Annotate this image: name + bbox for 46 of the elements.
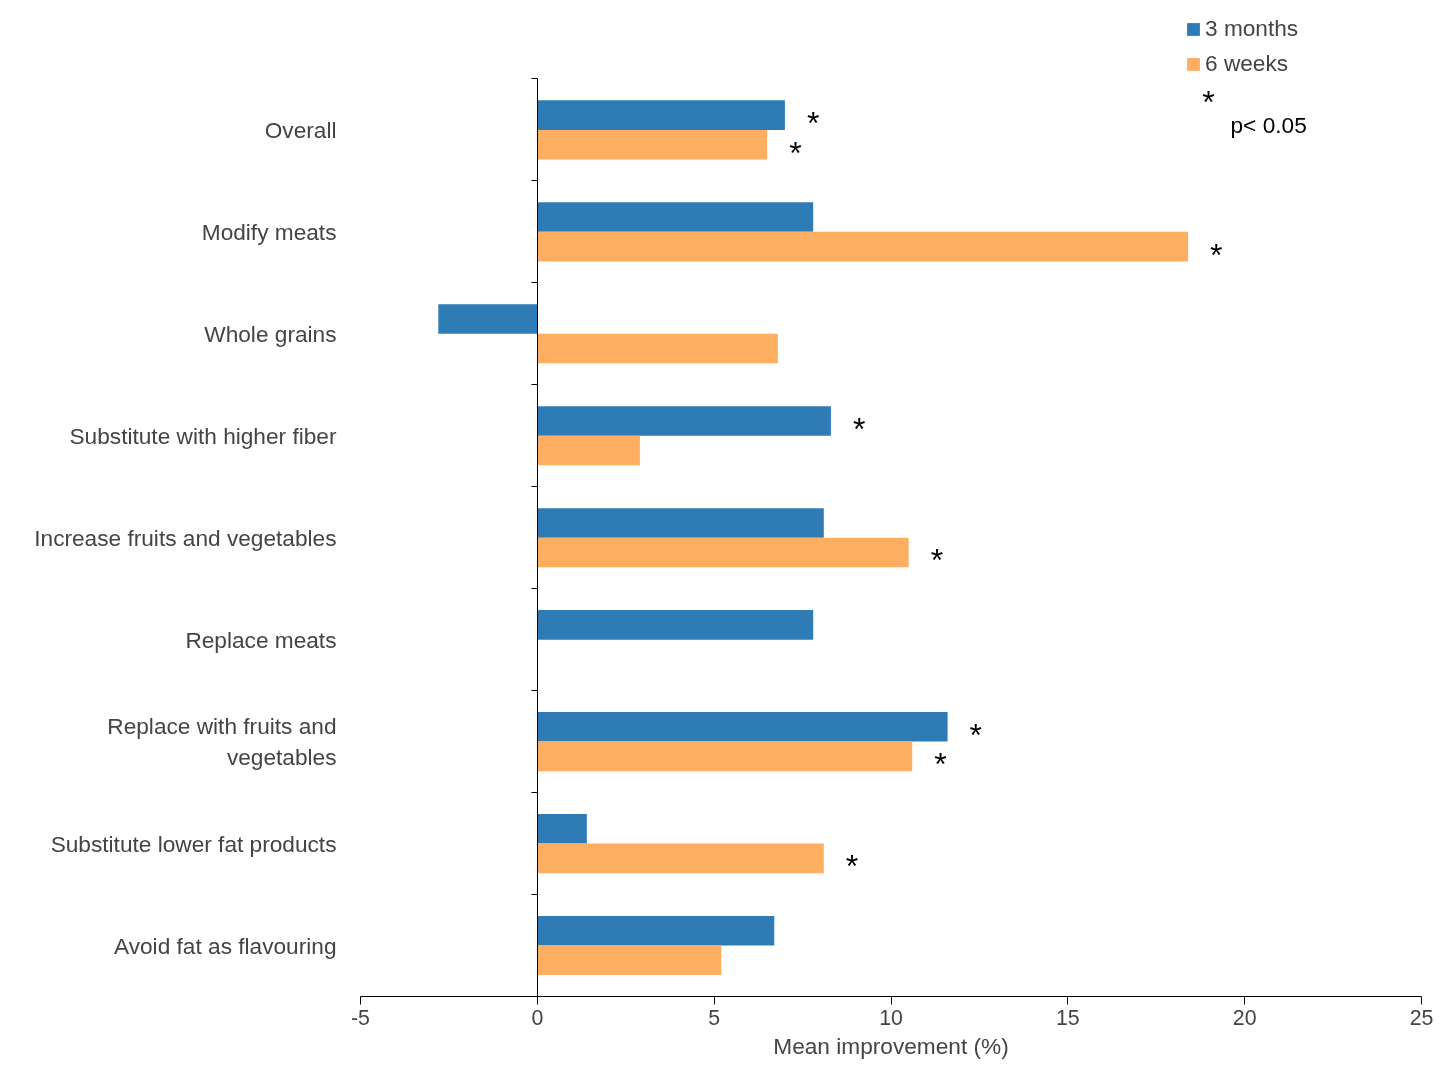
data-label: * <box>934 746 947 783</box>
data-label: * <box>1210 236 1223 273</box>
y-tick-label: Whole grains <box>204 320 337 347</box>
x-axis-title: Mean improvement (%) <box>773 1032 1009 1059</box>
data-label: * <box>930 542 944 579</box>
bar <box>537 406 831 436</box>
legend-label: 3 months <box>1205 15 1299 42</box>
bar <box>537 712 948 742</box>
bar <box>537 915 775 946</box>
y-tick-label: Modify meats <box>201 218 337 245</box>
y-tick-label: Substitute with higher fiber <box>69 422 337 449</box>
data-label: * <box>852 410 866 447</box>
bar <box>537 537 909 568</box>
y-tick-label: Replace with fruits and vegetables <box>107 713 337 771</box>
data-label: * <box>969 716 983 753</box>
x-tick-label: 20 <box>1232 1005 1257 1030</box>
bar <box>438 304 538 334</box>
legend-label: 6 weeks <box>1205 50 1289 77</box>
bar <box>537 100 785 130</box>
bar <box>537 843 824 874</box>
bar <box>537 610 814 640</box>
bar <box>537 231 1189 262</box>
y-tick-label: Avoid fat as flavouring <box>114 932 337 959</box>
annotation: * <box>1202 83 1215 120</box>
x-tick-label: -5 <box>351 1005 370 1030</box>
y-tick-label: Overall <box>264 116 337 143</box>
bar <box>537 945 722 976</box>
bar <box>537 814 587 844</box>
x-tick-label: 0 <box>531 1005 544 1030</box>
bar <box>537 508 824 538</box>
bar <box>537 741 913 772</box>
data-label: * <box>845 848 859 885</box>
x-tick-label: 5 <box>708 1005 721 1030</box>
bar <box>537 333 778 364</box>
data-label: * <box>789 134 802 171</box>
annotation: p< 0.05 <box>1230 112 1307 139</box>
x-tick-label: 25 <box>1409 1005 1434 1030</box>
y-tick-label: Replace meats <box>185 626 337 653</box>
bar <box>537 129 768 160</box>
data-label: * <box>806 105 820 142</box>
bar <box>537 435 640 466</box>
x-tick-label: 10 <box>879 1005 903 1030</box>
y-tick-label: Increase fruits and vegetables <box>34 524 337 551</box>
x-tick-label: 15 <box>1055 1005 1080 1030</box>
y-tick-label: Substitute lower fat products <box>50 830 337 857</box>
bar <box>537 202 814 232</box>
